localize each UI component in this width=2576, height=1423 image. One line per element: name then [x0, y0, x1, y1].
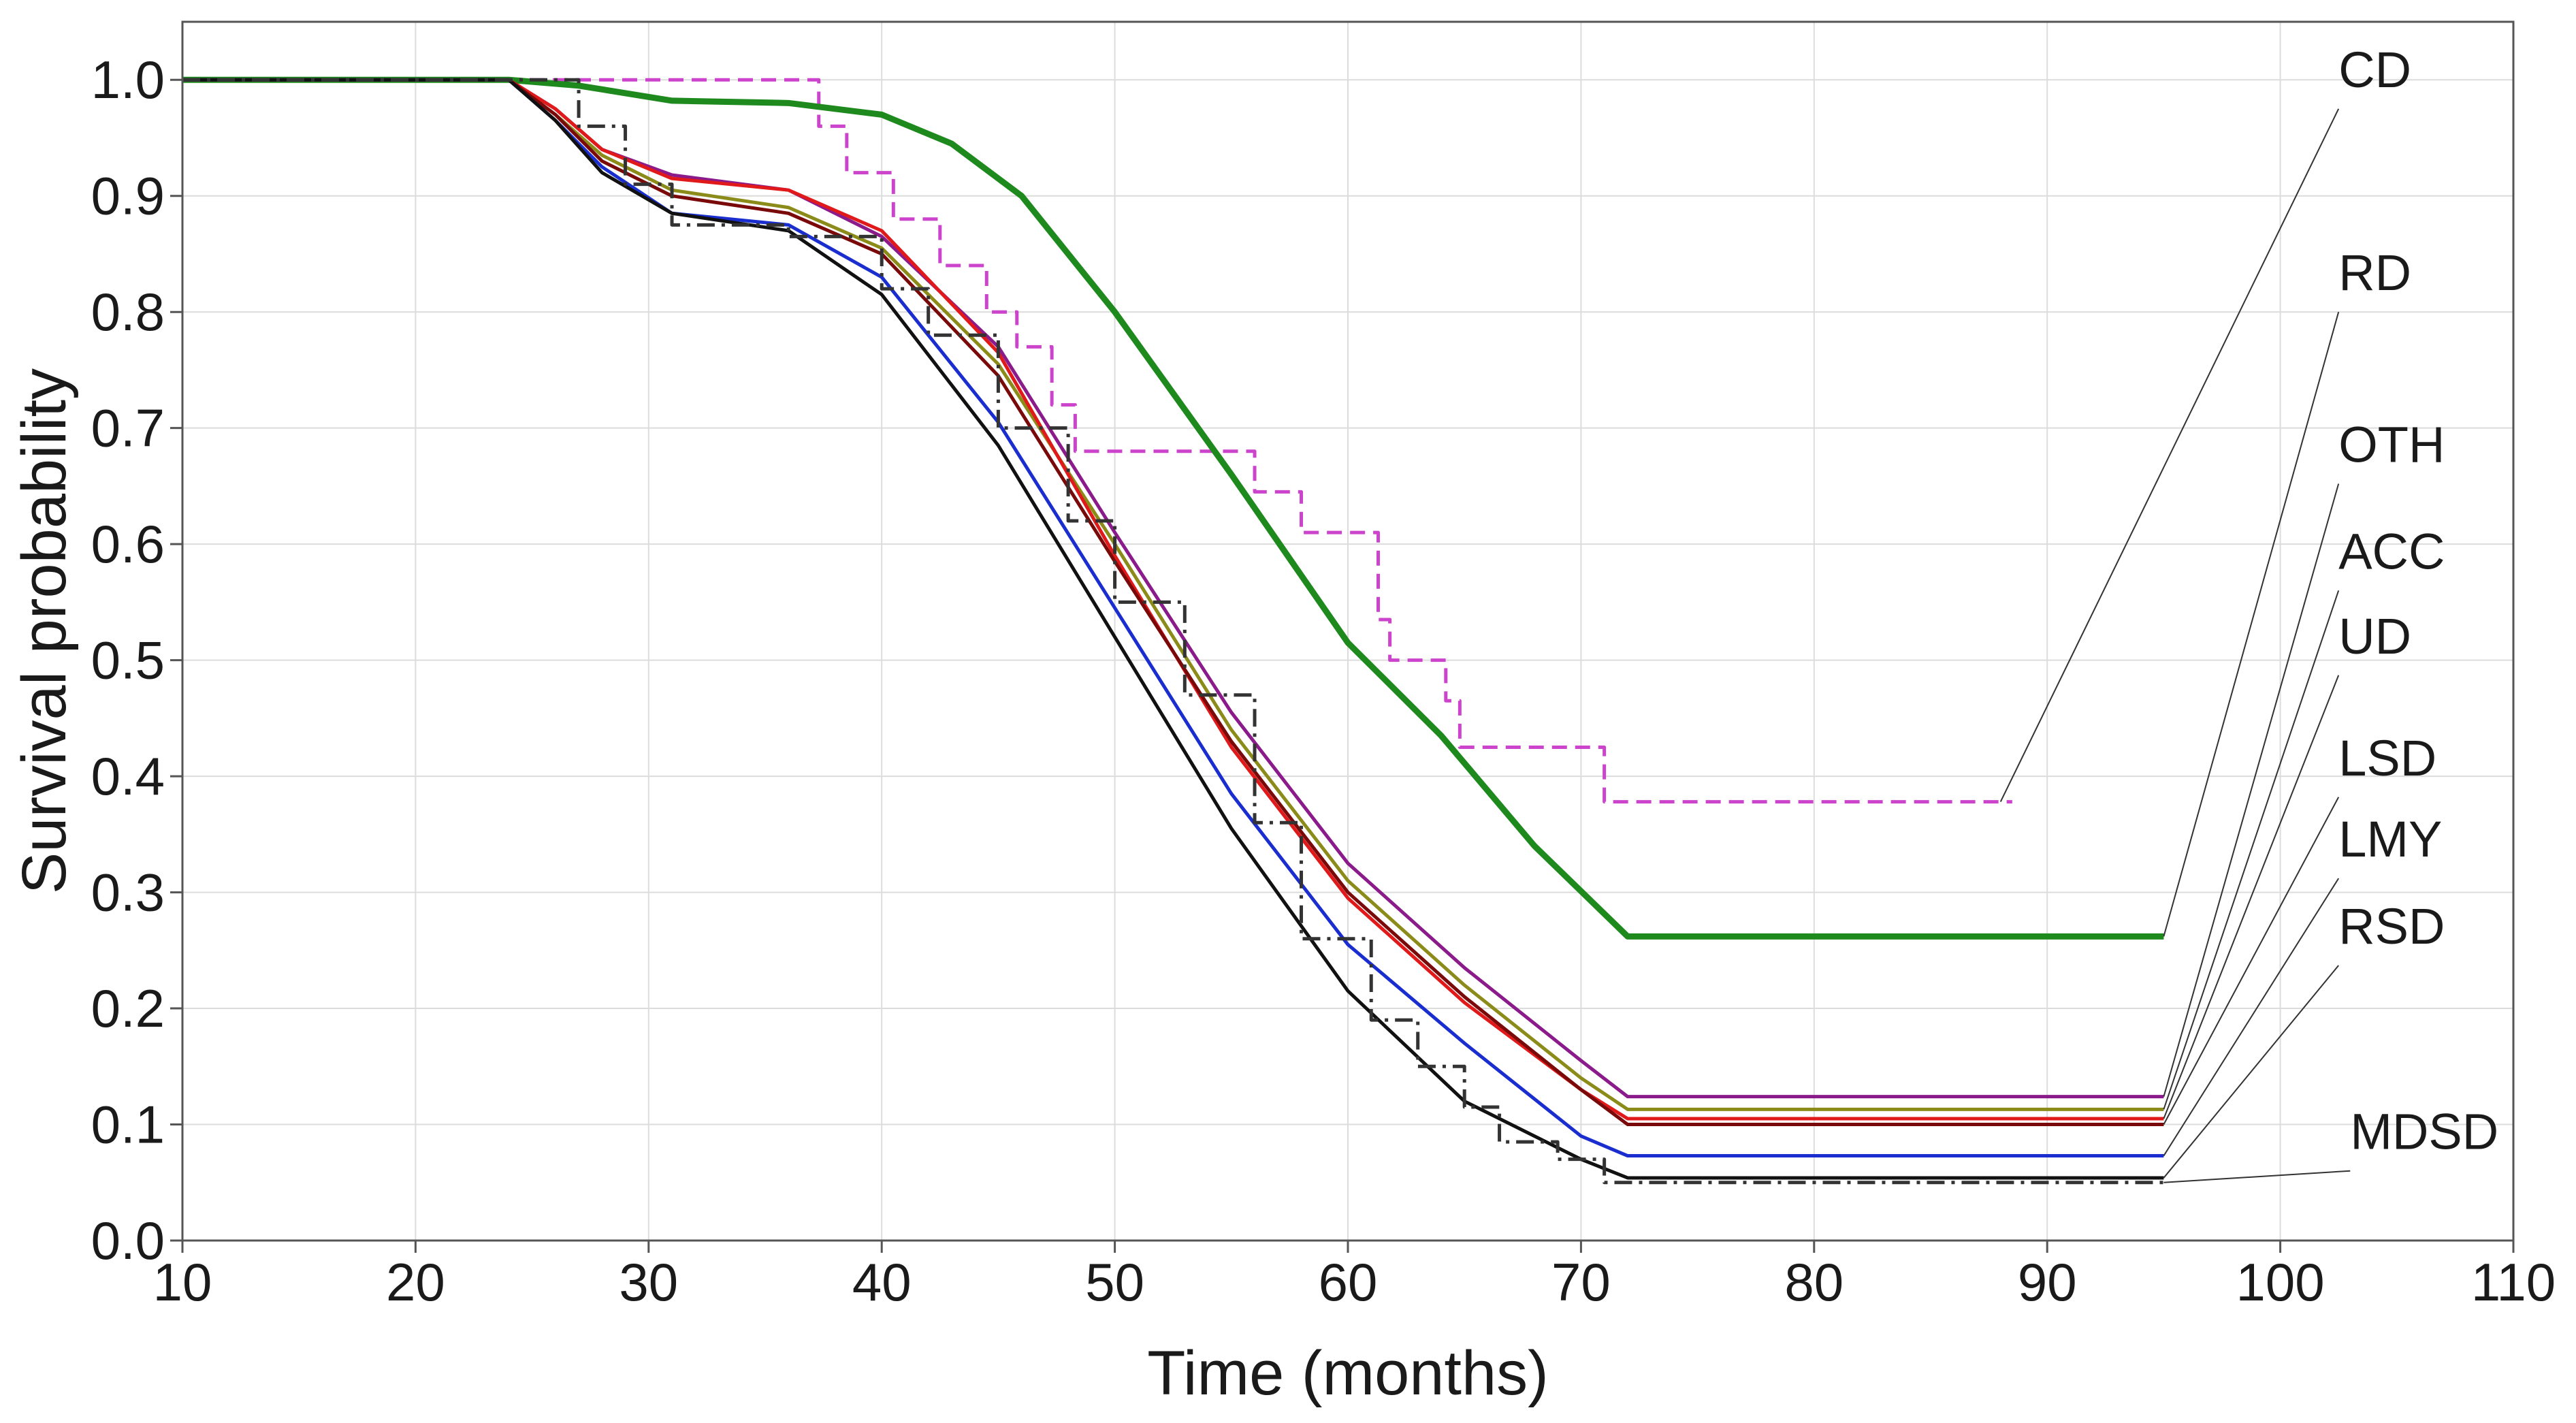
series-lines — [182, 76, 2164, 1185]
series-label-cd: CD — [2338, 42, 2411, 98]
series-line-mdsd — [182, 78, 2164, 1185]
x-tick-label: 30 — [619, 1252, 678, 1312]
leader-line-oth — [2163, 483, 2340, 1097]
series-line-ud — [182, 78, 2164, 1121]
series-line-acc — [182, 78, 2164, 1111]
y-tick-label: 0.4 — [91, 746, 165, 806]
y-tick-label: 1.0 — [91, 50, 165, 110]
leader-line-mdsd — [2163, 1170, 2351, 1183]
series-line-lsd — [182, 78, 2164, 1127]
x-axis-title: Time (months) — [1147, 1339, 1549, 1408]
leader-line-cd — [1999, 108, 2340, 803]
leader-line-acc — [2163, 590, 2340, 1110]
y-tick-label: 0.0 — [91, 1211, 165, 1270]
series-label-ud: UD — [2338, 608, 2411, 665]
x-tick-label: 100 — [2236, 1252, 2325, 1312]
series-label-lmy: LMY — [2338, 811, 2442, 867]
y-tick-label: 0.1 — [91, 1095, 165, 1155]
x-tick-label: 90 — [2018, 1252, 2077, 1312]
x-axis-ticks: 10 20 30 40 50 60 70 80 90 100 110 — [153, 1241, 2556, 1312]
label-leader-lines — [1999, 108, 2351, 1183]
y-tick-label: 0.5 — [91, 630, 165, 690]
series-labels: CD RD OTH ACC UD LSD LMY RSD MDSD — [2338, 42, 2498, 1160]
series-line-lmy — [182, 78, 2164, 1158]
y-tick-label: 0.8 — [91, 282, 165, 342]
y-axis-ticks: 0.0 0.1 0.2 0.3 0.4 0.5 0.6 0.7 0.8 0.9 1.0 — [91, 50, 182, 1270]
series-label-acc: ACC — [2338, 523, 2445, 579]
y-tick-label: 0.3 — [91, 863, 165, 923]
x-tick-label: 20 — [386, 1252, 445, 1312]
x-tick-label: 50 — [1085, 1252, 1144, 1312]
series-line-rsd — [182, 78, 2164, 1180]
grid-lines — [182, 22, 2514, 1241]
y-tick-label: 0.2 — [91, 978, 165, 1038]
y-axis-title: Survival probability — [10, 368, 79, 894]
series-label-mdsd: MDSD — [2350, 1104, 2498, 1160]
series-line-rd — [182, 76, 2164, 940]
series-label-rd: RD — [2338, 244, 2411, 301]
series-line-oth — [182, 78, 2164, 1099]
series-label-lsd: LSD — [2338, 730, 2436, 786]
series-label-oth: OTH — [2338, 416, 2445, 473]
leader-line-rd — [2163, 311, 2340, 937]
series-label-rsd: RSD — [2338, 898, 2445, 955]
x-tick-label: 40 — [852, 1252, 912, 1312]
leader-line-ud — [2163, 675, 2340, 1119]
leader-line-rsd — [2163, 965, 2339, 1179]
y-tick-label: 0.6 — [91, 514, 165, 574]
x-tick-label: 10 — [153, 1252, 212, 1312]
y-tick-label: 0.9 — [91, 166, 165, 226]
x-tick-label: 60 — [1319, 1252, 1378, 1312]
leader-line-lmy — [2163, 878, 2340, 1157]
series-line-cd — [182, 78, 2012, 804]
x-tick-label: 80 — [1784, 1252, 1844, 1312]
x-tick-label: 70 — [1551, 1252, 1611, 1312]
leader-line-lsd — [2163, 797, 2340, 1125]
y-tick-label: 0.7 — [91, 398, 165, 458]
x-tick-label: 110 — [2471, 1252, 2556, 1312]
